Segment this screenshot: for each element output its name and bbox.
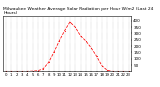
Text: Milwaukee Weather Average Solar Radiation per Hour W/m2 (Last 24 Hours): Milwaukee Weather Average Solar Radiatio… xyxy=(3,7,154,15)
